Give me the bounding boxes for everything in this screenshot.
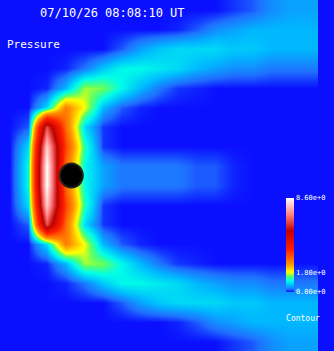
svg-text:0.00e+0: 0.00e+0 xyxy=(296,288,326,296)
svg-text:Pressure: Pressure xyxy=(7,38,60,51)
svg-text:8.60e+0: 8.60e+0 xyxy=(296,194,326,202)
svg-text:Contour: Contour xyxy=(286,314,320,323)
svg-text:1.80e+0: 1.80e+0 xyxy=(296,269,326,277)
svg-text:07/10/26 08:08:10 UT: 07/10/26 08:08:10 UT xyxy=(40,6,185,20)
